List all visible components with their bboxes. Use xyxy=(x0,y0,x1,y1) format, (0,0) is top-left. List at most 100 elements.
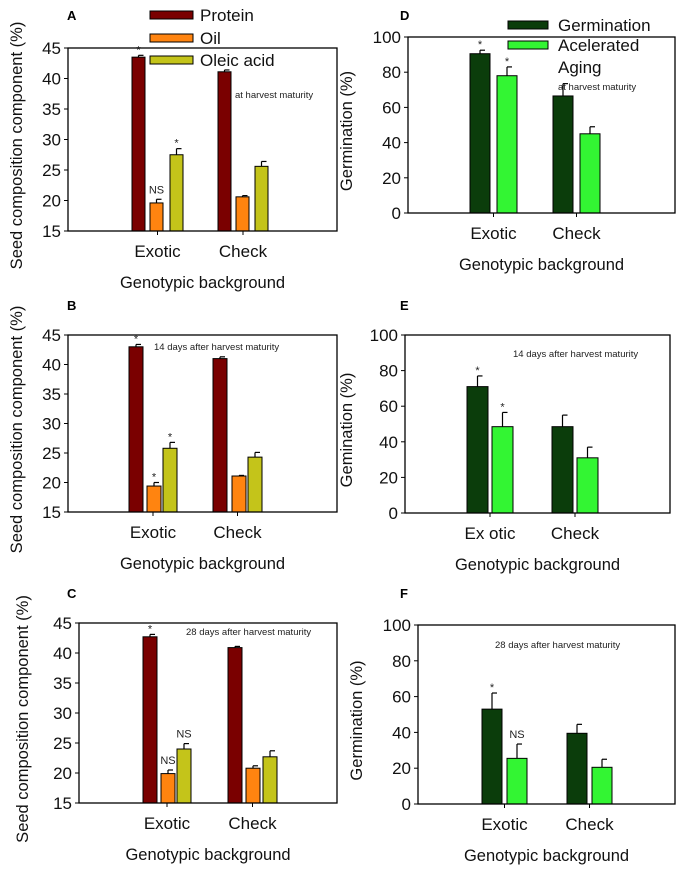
x-tick-label: Exotic xyxy=(134,242,181,261)
y-tick-label: 60 xyxy=(379,397,398,416)
panel-label: C xyxy=(67,586,77,601)
y-axis-title: Seed composition component (%) xyxy=(14,595,32,843)
plot-frame xyxy=(78,622,338,804)
y-tick-label: 0 xyxy=(389,504,398,523)
condition-annotation: 28 days after harvest maturity xyxy=(186,627,311,638)
legend-swatch xyxy=(149,55,194,65)
legend-label: Germination xyxy=(558,16,651,35)
bar-germination xyxy=(566,732,588,805)
y-tick-label: 30 xyxy=(42,131,61,150)
significance-mark: * xyxy=(168,431,173,443)
bar-oil xyxy=(235,196,250,232)
bar-oleic-acid xyxy=(169,154,184,232)
significance-mark: NS xyxy=(176,729,191,741)
x-axis-title: Genotypic background xyxy=(120,274,285,292)
bar-oil xyxy=(149,202,164,232)
x-tick-label: Exotic xyxy=(470,224,517,243)
significance-mark: * xyxy=(148,623,153,635)
y-tick-label: 0 xyxy=(392,204,401,223)
bar-protein xyxy=(217,71,232,232)
y-tick-label: 100 xyxy=(383,616,411,635)
bar-oleic-acid xyxy=(254,165,269,232)
significance-mark: * xyxy=(505,56,510,68)
y-tick-label: 40 xyxy=(53,644,72,663)
significance-mark: * xyxy=(134,333,139,345)
panel-label: A xyxy=(67,8,77,23)
condition-annotation: at harvest maturity xyxy=(235,90,313,101)
bar-germination xyxy=(481,708,503,805)
bar-germination xyxy=(469,53,491,214)
y-tick-label: 20 xyxy=(42,192,61,211)
panel-label: D xyxy=(400,8,409,23)
legend-label: Protein xyxy=(200,6,254,25)
legend-label: Oleic acid xyxy=(200,51,275,70)
bar-protein xyxy=(128,346,144,513)
y-tick-label: 60 xyxy=(392,688,411,707)
condition-annotation: at harvest maturity xyxy=(558,82,636,93)
legend-swatch xyxy=(149,10,194,20)
y-tick-label: 20 xyxy=(382,169,401,188)
significance-mark: * xyxy=(152,472,157,484)
x-tick-label: Check xyxy=(219,242,268,261)
plot-frame xyxy=(407,36,676,214)
y-axis-title: Seed composition component (%) xyxy=(8,306,26,554)
bar-protein xyxy=(212,358,228,513)
bar-acelerated-aging xyxy=(591,766,613,805)
bar-protein xyxy=(227,647,243,804)
x-tick-label: Exotic xyxy=(130,523,177,542)
y-tick-label: 30 xyxy=(53,704,72,723)
y-tick-label: 40 xyxy=(382,134,401,153)
y-tick-label: 0 xyxy=(402,795,411,814)
legend-swatch xyxy=(149,33,194,43)
y-tick-label: 40 xyxy=(42,356,61,375)
bar-germination xyxy=(552,95,574,214)
bar-germination xyxy=(551,426,574,514)
y-tick-label: 45 xyxy=(42,326,61,345)
y-tick-label: 45 xyxy=(53,614,72,633)
y-axis-title: Gemination (%) xyxy=(338,373,356,488)
significance-mark: * xyxy=(136,44,141,56)
bar-oleic-acid xyxy=(162,447,178,513)
y-tick-label: 30 xyxy=(42,415,61,434)
bar-oil xyxy=(146,485,162,513)
y-tick-label: 20 xyxy=(53,764,72,783)
y-tick-label: 15 xyxy=(53,794,72,813)
bar-acelerated-aging xyxy=(496,75,518,214)
y-tick-label: 60 xyxy=(382,98,401,117)
significance-mark: NS xyxy=(160,755,175,767)
y-tick-label: 15 xyxy=(42,503,61,522)
y-tick-label: 40 xyxy=(392,723,411,742)
x-tick-label: Check xyxy=(213,523,262,542)
bar-oleic-acid xyxy=(262,756,278,804)
legend-label: Oil xyxy=(200,29,221,48)
plot-frame xyxy=(404,334,671,514)
panel-label: B xyxy=(67,298,76,313)
y-tick-label: 35 xyxy=(53,674,72,693)
plot-frame xyxy=(67,334,338,513)
x-tick-label: Exotic xyxy=(144,814,191,833)
significance-mark: * xyxy=(490,682,495,694)
condition-annotation: 14 days after harvest maturity xyxy=(154,342,279,353)
bar-acelerated-aging xyxy=(579,133,601,214)
bar-acelerated-aging xyxy=(491,426,514,514)
bar-oil xyxy=(245,767,261,804)
y-tick-label: 35 xyxy=(42,385,61,404)
y-tick-label: 80 xyxy=(379,362,398,381)
y-tick-label: 20 xyxy=(392,759,411,778)
significance-mark: * xyxy=(500,401,505,413)
significance-mark: NS xyxy=(509,729,524,741)
x-tick-label: Check xyxy=(551,524,600,543)
significance-mark: * xyxy=(174,138,179,150)
condition-annotation: 14 days after harvest maturity xyxy=(513,349,638,360)
y-tick-label: 100 xyxy=(370,326,398,345)
y-axis-title: Germination (%) xyxy=(338,71,356,191)
significance-mark: * xyxy=(478,39,483,51)
y-tick-label: 20 xyxy=(379,468,398,487)
x-axis-title: Genotypic background xyxy=(464,847,629,865)
x-tick-label: Check xyxy=(565,815,614,834)
y-tick-label: 35 xyxy=(42,100,61,119)
plot-frame xyxy=(67,47,338,232)
y-tick-label: 80 xyxy=(382,63,401,82)
bar-germination xyxy=(466,386,489,514)
x-axis-title: Genotypic background xyxy=(455,556,620,574)
